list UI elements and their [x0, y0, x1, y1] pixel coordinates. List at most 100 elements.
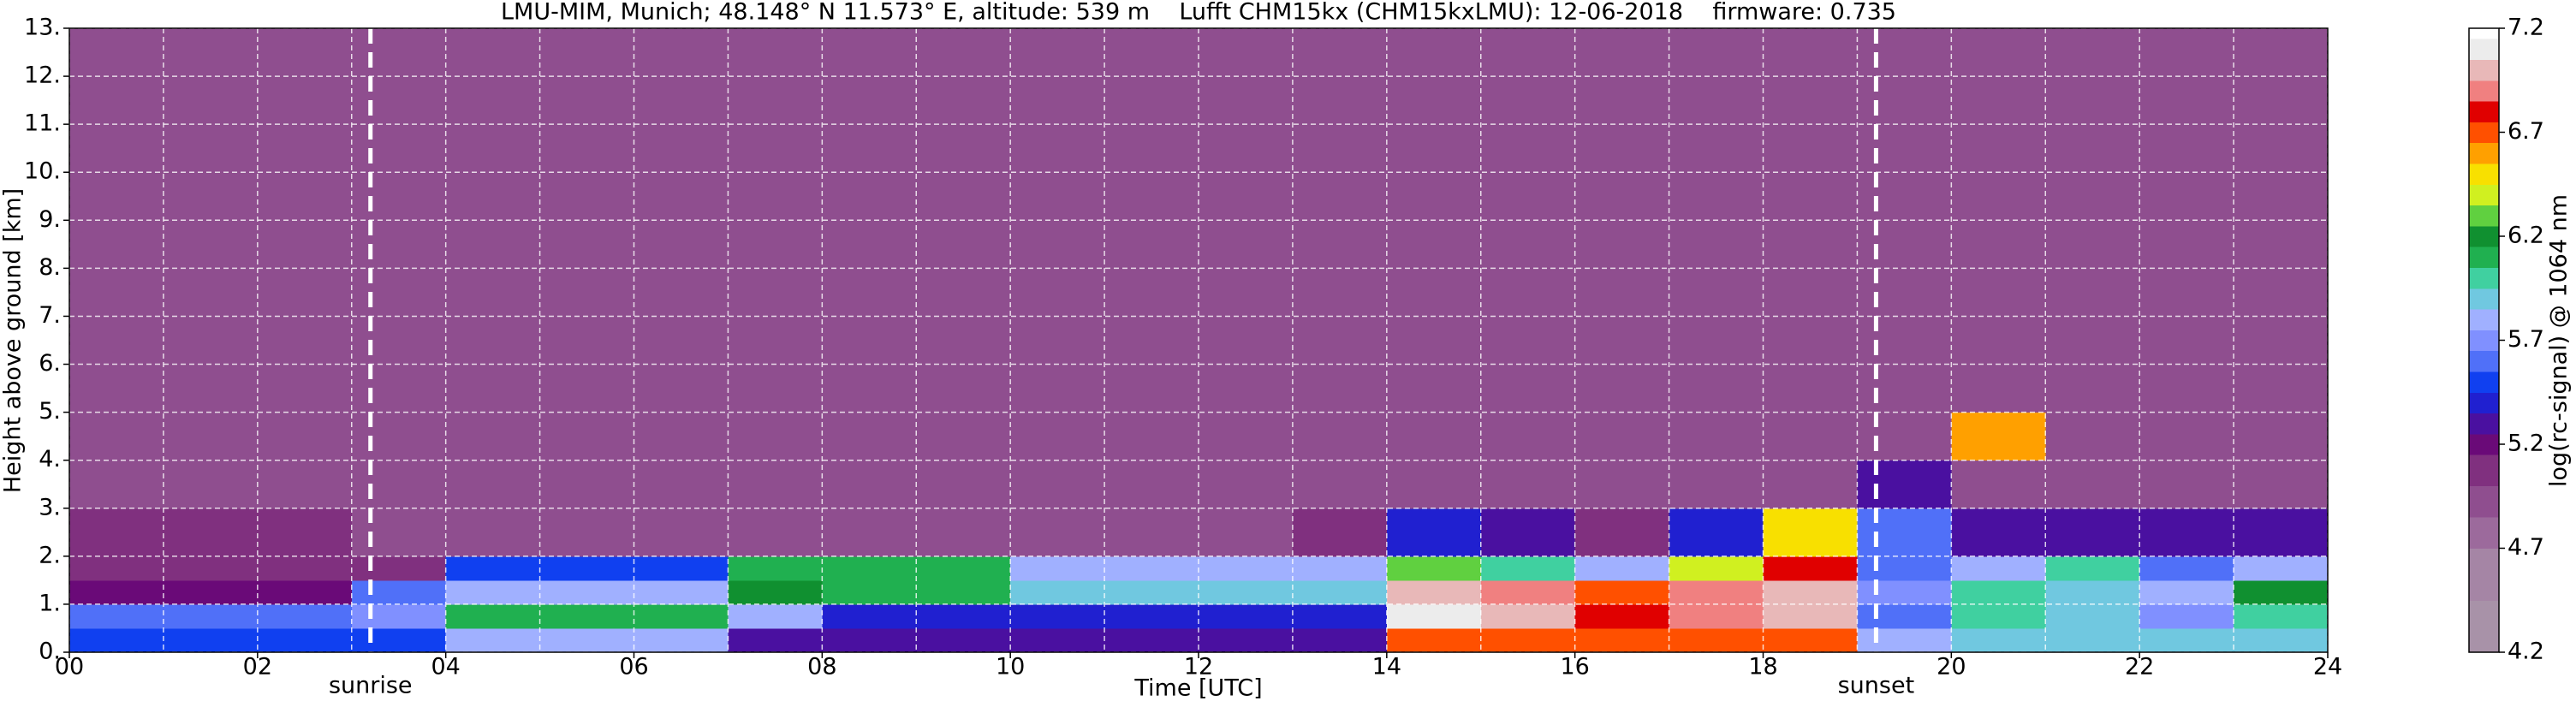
- heatmap-cell: [351, 460, 447, 509]
- heatmap-cell: [634, 627, 729, 653]
- colorbar-band: [2469, 350, 2499, 372]
- heatmap-cell: [69, 627, 164, 653]
- colorbar-band: [2469, 433, 2499, 455]
- colorbar-tick-label: 5.7: [2508, 326, 2544, 353]
- heatmap-cell: [1763, 603, 1858, 629]
- heatmap-cell: [1480, 556, 1576, 581]
- heatmap-cell: [1480, 508, 1576, 557]
- heatmap-cell: [257, 603, 353, 629]
- x-tick-label: 08: [807, 654, 836, 680]
- colorbar-band: [2469, 267, 2499, 289]
- heatmap-cell: [1292, 627, 1388, 653]
- x-tick-label: 04: [431, 654, 460, 680]
- heatmap-cell: [822, 460, 917, 509]
- x-tick-label: 02: [243, 654, 272, 680]
- heatmap-cell: [445, 508, 541, 557]
- heatmap-cell: [257, 579, 353, 605]
- colorbar-band: [2469, 548, 2499, 601]
- heatmap-cell: [1574, 627, 1670, 653]
- heatmap-cell: [2045, 412, 2140, 461]
- heatmap-cell: [2045, 603, 2140, 629]
- heatmap-cell: [1669, 412, 1764, 461]
- heatmap-cell: [1199, 508, 1294, 557]
- heatmap-cell: [1857, 556, 1952, 581]
- heatmap-cell: [1951, 627, 2046, 653]
- heatmap-cell: [1763, 412, 1858, 461]
- heatmap-cell: [257, 412, 353, 461]
- heatmap-cell: [634, 28, 729, 173]
- heatmap-cell: [257, 627, 353, 653]
- heatmap-cell: [2045, 556, 2140, 581]
- heatmap-cell: [257, 28, 353, 173]
- heatmap-cell: [1104, 508, 1199, 557]
- heatmap-cell: [2139, 412, 2234, 461]
- y-tick-label: 5.: [39, 398, 61, 425]
- x-tick-label: 22: [2125, 654, 2154, 680]
- heatmap-cell: [2234, 556, 2329, 581]
- colorbar-band: [2469, 392, 2499, 414]
- heatmap-cell: [1669, 28, 1764, 173]
- colorbar-tick-label: 6.7: [2508, 118, 2544, 145]
- heatmap-cell: [2139, 28, 2234, 173]
- heatmap-cell: [1104, 364, 1199, 413]
- heatmap-cell: [1951, 508, 2046, 557]
- heatmap-cell: [728, 412, 823, 461]
- heatmap-cell: [916, 603, 1011, 629]
- y-tick-label: 8.: [39, 254, 61, 281]
- y-tick-label: 4.: [39, 446, 61, 472]
- heatmap-cell: [1386, 508, 1482, 557]
- heatmap-cell: [1480, 579, 1576, 605]
- x-tick-label: 00: [55, 654, 84, 680]
- heatmap-cell: [163, 460, 259, 509]
- heatmap-cell: [1010, 556, 1105, 581]
- heatmap-cell: [163, 364, 259, 413]
- heatmap-cell: [257, 460, 353, 509]
- x-tick-label: 18: [1748, 654, 1777, 680]
- heatmap-cell: [1951, 364, 2046, 413]
- heatmap-cell: [1480, 28, 1576, 173]
- heatmap-cell: [1386, 627, 1482, 653]
- y-tick-label: 13.: [24, 15, 61, 41]
- heatmap-cell: [1669, 627, 1764, 653]
- colorbar-tick-label: 4.7: [2508, 534, 2544, 561]
- heatmap-cell: [2045, 508, 2140, 557]
- heatmap-cell: [257, 508, 353, 557]
- heatmap-cell: [1951, 28, 2046, 173]
- heatmap-cell: [2045, 28, 2140, 173]
- heatmap-cell: [728, 28, 823, 173]
- heatmap-cell: [2139, 627, 2234, 653]
- heatmap-cell: [2234, 28, 2329, 173]
- x-tick-label: 12: [1184, 654, 1213, 680]
- heatmap-cell: [1574, 412, 1670, 461]
- heatmap-cell: [822, 28, 917, 173]
- heatmap-cell: [163, 412, 259, 461]
- heatmap-cell: [634, 412, 729, 461]
- x-tick-label: 10: [996, 654, 1025, 680]
- colorbar-tick-label: 6.2: [2508, 223, 2544, 249]
- heatmap-cell: [1010, 603, 1105, 629]
- heatmap-cell: [69, 508, 164, 557]
- heatmap-cell: [1857, 412, 1952, 461]
- heatmap-cell: [728, 579, 823, 605]
- heatmap-cell: [1104, 412, 1199, 461]
- heatmap-cell: [822, 412, 917, 461]
- heatmap-cell: [539, 28, 634, 173]
- heatmap-cell: [1951, 603, 2046, 629]
- heatmap-cell: [916, 556, 1011, 581]
- heatmap-cell: [1857, 28, 1952, 173]
- heatmap-cell: [163, 603, 259, 629]
- heatmap-cell: [1104, 28, 1199, 173]
- heatmap-cell: [351, 627, 447, 653]
- heatmap-cell: [69, 460, 164, 509]
- heatmap-cell: [1199, 28, 1294, 173]
- heatmap-cell: [1669, 508, 1764, 557]
- heatmap-cell: [634, 556, 729, 581]
- heatmap-cell: [1763, 508, 1858, 557]
- heatmap-cell: [69, 556, 164, 581]
- heatmap-cell: [257, 364, 353, 413]
- heatmap-cell: [351, 28, 447, 173]
- heatmap-cell: [1480, 460, 1576, 509]
- heatmap-cell: [1763, 579, 1858, 605]
- heatmap-cell: [445, 627, 541, 653]
- y-tick-label: 10.: [24, 158, 61, 185]
